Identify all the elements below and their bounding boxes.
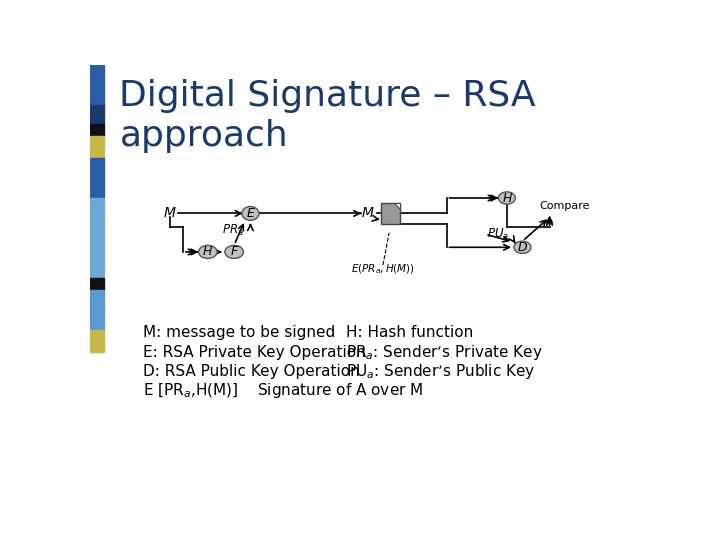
Bar <box>382 202 400 224</box>
Polygon shape <box>394 202 400 209</box>
Bar <box>90 105 104 124</box>
Bar <box>90 291 104 330</box>
Text: F: F <box>230 245 238 259</box>
Ellipse shape <box>199 245 217 259</box>
Text: $M$: $M$ <box>163 206 176 220</box>
Bar <box>90 158 104 198</box>
Text: E: E <box>246 207 254 220</box>
Text: PU$_a$: Sender’s Public Key: PU$_a$: Sender’s Public Key <box>346 362 535 381</box>
Text: H: H <box>203 245 212 259</box>
Text: $PU_a$: $PU_a$ <box>487 227 510 242</box>
Text: $E(PR_a, H(M))$: $E(PR_a, H(M))$ <box>351 262 415 275</box>
Ellipse shape <box>498 192 516 204</box>
Bar <box>90 238 104 278</box>
Ellipse shape <box>225 245 243 259</box>
Text: E: RSA Private Key Operation: E: RSA Private Key Operation <box>143 345 366 360</box>
Text: $M$: $M$ <box>361 206 374 220</box>
Text: D: RSA Public Key Operation: D: RSA Public Key Operation <box>143 364 359 379</box>
Ellipse shape <box>514 241 531 253</box>
Bar <box>90 137 104 158</box>
Text: H: H <box>503 192 512 205</box>
Text: E [PR$_a$,H(M)]    Signature of A over M: E [PR$_a$,H(M)] Signature of A over M <box>143 381 423 400</box>
Text: $PR_a$: $PR_a$ <box>222 223 244 238</box>
Bar <box>90 65 104 105</box>
Bar <box>90 330 104 352</box>
Text: Digital Signature – RSA
approach: Digital Signature – RSA approach <box>120 79 536 153</box>
Text: Compare: Compare <box>540 201 590 211</box>
Bar <box>90 198 104 238</box>
Bar <box>90 278 104 291</box>
Text: H: Hash function: H: Hash function <box>346 325 473 340</box>
Text: M: message to be signed: M: message to be signed <box>143 325 335 340</box>
Bar <box>90 124 104 137</box>
Ellipse shape <box>242 206 259 220</box>
Text: PR$_a$: Sender’s Private Key: PR$_a$: Sender’s Private Key <box>346 342 543 361</box>
Text: D: D <box>518 241 527 254</box>
